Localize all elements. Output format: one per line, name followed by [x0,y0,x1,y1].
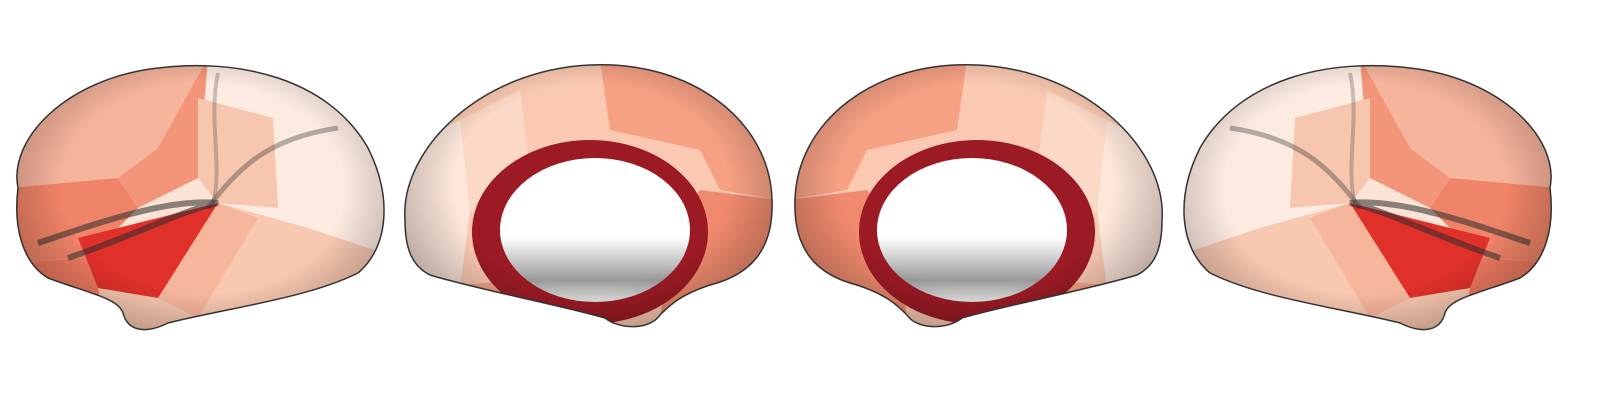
right-medial-surface [787,60,1167,340]
left-medial-surface [400,60,780,340]
right-lateral-surface [1170,58,1560,348]
left-lateral-surface [8,58,398,348]
